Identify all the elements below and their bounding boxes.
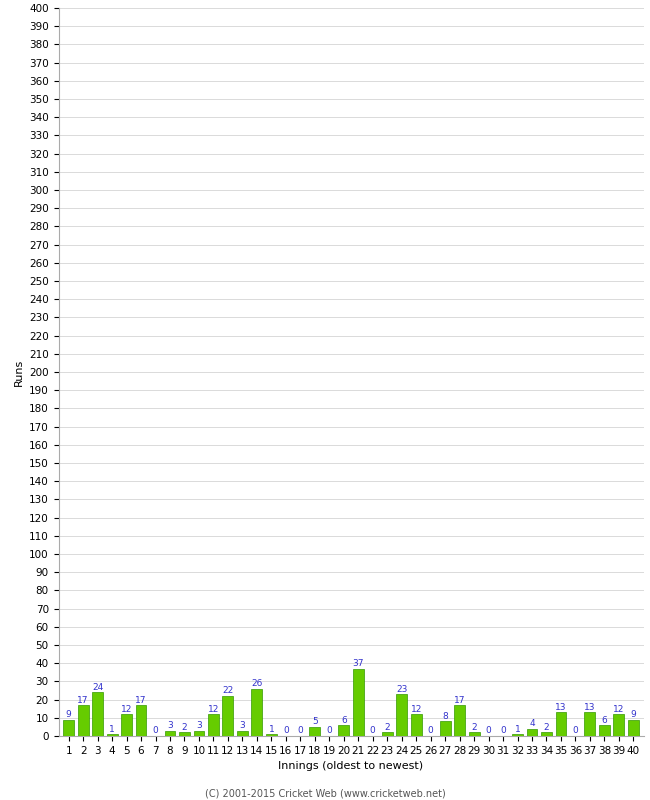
Bar (411, 714, 422, 736)
Bar (396, 694, 407, 736)
Bar (541, 732, 552, 736)
Text: 5: 5 (312, 718, 318, 726)
Text: 9: 9 (66, 710, 72, 719)
Text: 2: 2 (543, 723, 549, 732)
Text: 3: 3 (239, 721, 245, 730)
Text: 37: 37 (352, 659, 364, 668)
Bar (63, 720, 74, 736)
Text: 4: 4 (529, 719, 535, 728)
Text: 6: 6 (341, 715, 346, 725)
Bar (439, 722, 450, 736)
Text: 17: 17 (77, 695, 89, 705)
Text: 6: 6 (601, 715, 607, 725)
X-axis label: Innings (oldest to newest): Innings (oldest to newest) (278, 762, 424, 771)
Text: 0: 0 (153, 726, 159, 735)
Bar (92, 692, 103, 736)
Text: 23: 23 (396, 685, 408, 694)
Text: 0: 0 (298, 726, 303, 735)
Text: 12: 12 (410, 705, 422, 714)
Text: 13: 13 (584, 702, 595, 712)
Bar (78, 705, 88, 736)
Text: 2: 2 (181, 723, 187, 732)
Text: 0: 0 (326, 726, 332, 735)
Bar (628, 720, 639, 736)
Text: 3: 3 (196, 721, 202, 730)
Text: 0: 0 (500, 726, 506, 735)
Bar (614, 714, 624, 736)
Text: 3: 3 (167, 721, 173, 730)
Text: 0: 0 (573, 726, 578, 735)
Bar (208, 714, 219, 736)
Bar (512, 734, 523, 736)
Bar (556, 712, 566, 736)
Text: 2: 2 (384, 723, 390, 732)
Text: 1: 1 (268, 725, 274, 734)
Text: 2: 2 (471, 723, 477, 732)
Bar (252, 689, 263, 736)
Bar (353, 669, 363, 736)
Text: 17: 17 (454, 695, 465, 705)
Text: 24: 24 (92, 682, 103, 692)
Bar (584, 712, 595, 736)
Bar (309, 727, 320, 736)
Bar (194, 730, 204, 736)
Bar (222, 696, 233, 736)
Bar (237, 730, 248, 736)
Y-axis label: Runs: Runs (14, 358, 23, 386)
Bar (266, 734, 277, 736)
Bar (454, 705, 465, 736)
Bar (179, 732, 190, 736)
Bar (382, 732, 393, 736)
Bar (339, 725, 349, 736)
Text: 13: 13 (555, 702, 567, 712)
Bar (469, 732, 480, 736)
Text: 1: 1 (109, 725, 115, 734)
Text: 26: 26 (251, 679, 263, 688)
Bar (136, 705, 146, 736)
Bar (599, 725, 610, 736)
Text: 22: 22 (222, 686, 233, 695)
Text: (C) 2001-2015 Cricket Web (www.cricketweb.net): (C) 2001-2015 Cricket Web (www.cricketwe… (205, 788, 445, 798)
Bar (107, 734, 118, 736)
Bar (164, 730, 176, 736)
Text: 9: 9 (630, 710, 636, 719)
Text: 12: 12 (208, 705, 219, 714)
Bar (526, 729, 538, 736)
Text: 17: 17 (135, 695, 147, 705)
Text: 8: 8 (442, 712, 448, 721)
Text: 0: 0 (283, 726, 289, 735)
Text: 12: 12 (121, 705, 132, 714)
Text: 1: 1 (515, 725, 521, 734)
Text: 0: 0 (486, 726, 491, 735)
Bar (121, 714, 132, 736)
Text: 12: 12 (613, 705, 625, 714)
Text: 0: 0 (428, 726, 434, 735)
Text: 0: 0 (370, 726, 376, 735)
